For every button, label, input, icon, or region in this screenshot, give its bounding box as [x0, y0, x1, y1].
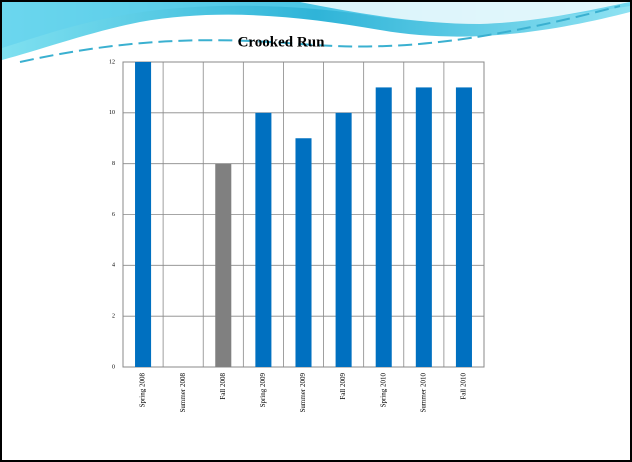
header-highlight	[300, 2, 630, 24]
header-dash	[19, 5, 621, 63]
chart-title: Crooked Run	[238, 34, 325, 50]
y-tick-label: 10	[109, 110, 115, 116]
bar	[335, 112, 352, 367]
x-tick-label: Fall 2008	[219, 373, 227, 400]
bar	[375, 87, 392, 368]
x-tick-label: Spring 2010	[379, 373, 387, 408]
y-tick-label: 8	[112, 161, 115, 167]
y-tick-label: 2	[112, 314, 115, 320]
x-tick-label: Summer 2010	[419, 373, 427, 413]
bar	[295, 138, 312, 367]
bar	[415, 87, 432, 368]
x-tick-label: Summer 2009	[299, 373, 307, 413]
y-tick-label: 4	[112, 263, 115, 269]
bar	[455, 87, 472, 368]
x-tick-label: Spring 2008	[139, 373, 147, 408]
x-tick-label: Summer 2008	[179, 373, 187, 413]
x-tick-label: Fall 2010	[460, 373, 468, 400]
x-tick-label: Fall 2009	[339, 373, 347, 400]
y-tick-label: 6	[112, 212, 115, 218]
bar	[255, 112, 272, 367]
x-tick-label: Spring 2009	[259, 373, 267, 408]
bar	[135, 62, 152, 367]
bar	[215, 163, 232, 367]
y-tick-label: 12	[109, 59, 115, 65]
y-tick-label: 0	[112, 364, 115, 370]
